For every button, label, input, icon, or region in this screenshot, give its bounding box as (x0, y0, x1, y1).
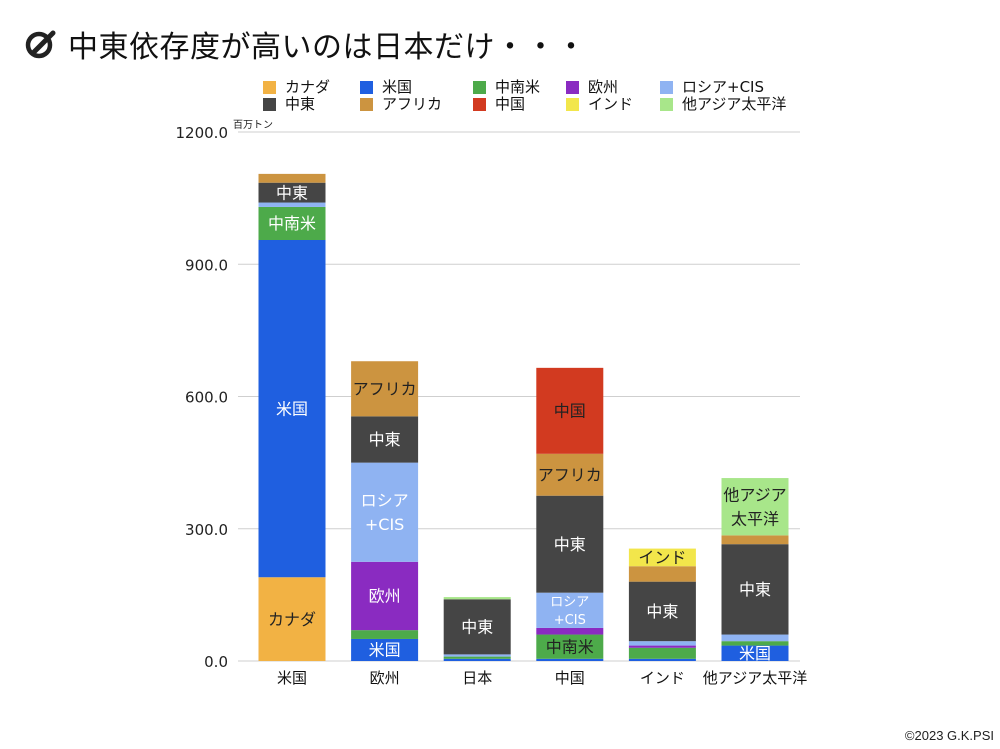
bar-segment (721, 645, 789, 661)
bar-segment (258, 577, 326, 661)
bar-segment (258, 173, 326, 183)
legend-swatch (660, 81, 673, 94)
bar-segment (628, 645, 696, 648)
bar-segment (628, 566, 696, 582)
legend-swatch (360, 98, 373, 111)
legend-swatch (566, 98, 579, 111)
segment-label: 中東 (276, 183, 308, 202)
segment-label: ロシア (550, 595, 589, 610)
copyright-notice: ©2023 G.K.PSI (904, 728, 994, 743)
segment-label: 中東 (369, 430, 401, 449)
y-unit-label: 百万トン (233, 119, 273, 131)
bar-segment (536, 627, 604, 635)
legend-label: ロシア+CIS (682, 78, 764, 96)
x-tick-label: 欧州 (370, 669, 400, 687)
segment-label: 中東 (554, 535, 586, 554)
segment-label: 中東 (461, 618, 493, 637)
segment-label: 太平洋 (731, 509, 779, 528)
bar-segment (351, 416, 419, 463)
bar-segment (258, 240, 326, 578)
bar-segment (721, 544, 789, 635)
bar-segment (628, 581, 696, 642)
legend-label: 米国 (382, 78, 412, 96)
bar-segment (536, 453, 604, 496)
bar-segment (721, 634, 789, 642)
legend-swatch (473, 81, 486, 94)
bar-segment (721, 641, 789, 646)
legend-label: 欧州 (588, 78, 618, 96)
bar-segment (258, 182, 326, 203)
segment-label: 中南米 (268, 214, 316, 233)
segment-label: 米国 (369, 641, 401, 660)
page-title: 中東依存度が高いのは日本だけ・・・ (24, 22, 587, 66)
bar-segment (721, 478, 789, 536)
legend-swatch (263, 81, 276, 94)
segment-label: アフリカ (538, 466, 602, 485)
segment-label: +CIS (365, 515, 404, 534)
y-tick-label: 600.0 (185, 389, 228, 407)
segment-label: ロシア (361, 491, 409, 510)
legend-label: 中南米 (495, 78, 540, 96)
bar-segment (443, 658, 511, 661)
bar-segment (351, 462, 419, 562)
segment-label: 米国 (276, 399, 308, 418)
bar-segment (443, 597, 511, 600)
legend-swatch (360, 81, 373, 94)
legend-swatch (660, 98, 673, 111)
bar-segment (351, 630, 419, 639)
bar-segment (443, 599, 511, 655)
x-tick-label: インド (640, 669, 685, 687)
segment-label: +CIS (554, 613, 586, 628)
bar-segment (536, 658, 604, 661)
legend-swatch (473, 98, 486, 111)
segment-label: アフリカ (353, 380, 417, 399)
bar-segment (536, 495, 604, 593)
legend-label: カナダ (285, 78, 330, 96)
bar-segment (628, 548, 696, 567)
bar-segment (628, 647, 696, 659)
segment-label: 中国 (554, 402, 586, 421)
y-tick-label: 1200.0 (176, 124, 229, 142)
segment-label: 中東 (739, 580, 771, 599)
segment-label: 欧州 (369, 587, 401, 606)
bar-segment (721, 535, 789, 545)
segment-label: 米国 (739, 644, 771, 663)
x-tick-label: 日本 (462, 669, 492, 687)
bar-segment (536, 367, 604, 454)
bar-segment (351, 561, 419, 631)
bar-segment (443, 656, 511, 659)
bar-segment (628, 641, 696, 646)
segment-label: 他アジア (723, 485, 786, 504)
legend-label: 他アジア太平洋 (682, 95, 786, 113)
y-tick-label: 300.0 (185, 521, 228, 539)
y-tick-label: 0.0 (204, 653, 228, 671)
segment-label: 中東 (646, 602, 678, 621)
logo-icon (25, 30, 56, 59)
x-tick-label: 他アジア太平洋 (703, 669, 807, 687)
segment-label: インド (638, 548, 686, 567)
bar-segment (536, 634, 604, 659)
bar-segment (351, 361, 419, 417)
bar-segment (628, 658, 696, 661)
segment-label: 中南米 (546, 637, 594, 656)
bar-segment (443, 654, 511, 657)
bar-segment (258, 206, 326, 241)
y-tick-label: 900.0 (185, 256, 228, 274)
x-tick-label: 中国 (555, 669, 585, 687)
legend-label: 中国 (495, 95, 525, 113)
page-title-text: 中東依存度が高いのは日本だけ・・・ (68, 30, 587, 65)
bar-segment (258, 202, 326, 207)
legend-label: 中東 (285, 95, 315, 113)
legend-label: インド (588, 95, 633, 113)
bar-segment (536, 592, 604, 628)
segment-label: カナダ (268, 610, 316, 629)
bar-segment (351, 638, 419, 661)
legend-label: アフリカ (382, 95, 442, 113)
legend-swatch (566, 81, 579, 94)
x-tick-label: 米国 (277, 669, 307, 687)
legend-swatch (263, 98, 276, 111)
